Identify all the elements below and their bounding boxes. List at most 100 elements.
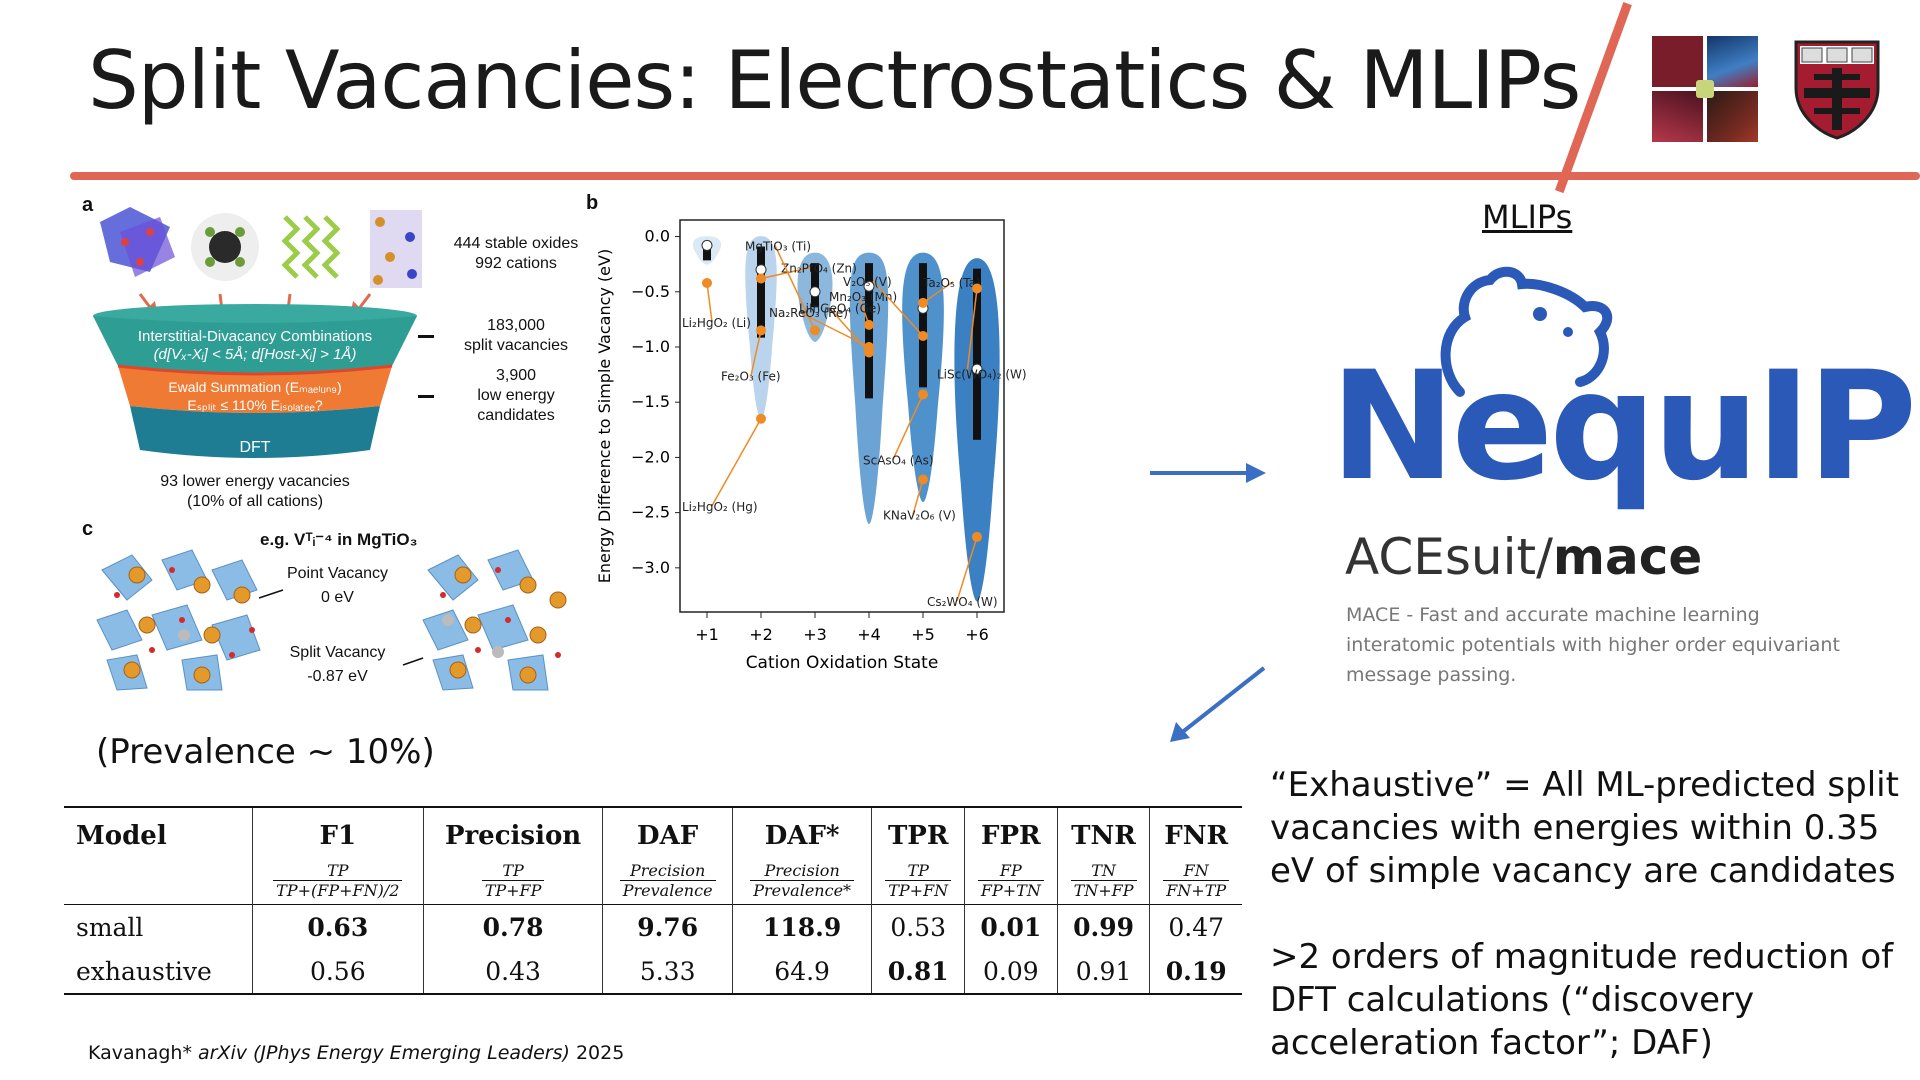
annotation-label: Fe₂O₃ (Fe) xyxy=(721,369,781,383)
screening-funnel xyxy=(93,304,417,458)
annotation-label: LiInGeO₄ (Ge) xyxy=(799,302,881,316)
row-small-model: small xyxy=(76,912,144,942)
formula-fpr-den: FP+TN xyxy=(980,880,1041,900)
y-axis-label: Energy Difference to Simple Vacancy (eV) xyxy=(596,249,614,583)
row-small-fpr: 0.01 xyxy=(964,904,1058,949)
formula-daf-star-num: Precision xyxy=(750,861,855,881)
title-divider xyxy=(70,172,1920,180)
point-vacancy-structure xyxy=(96,549,261,691)
annotation-label: ScAsO₄ (As) xyxy=(863,453,934,467)
formula-tpr-den: TP+FN xyxy=(888,880,949,900)
violin-box xyxy=(703,246,711,261)
harvard-shield-icon xyxy=(1794,40,1880,140)
formula-f1: TP TP+(FP+FN)/2 xyxy=(251,856,424,905)
mace-repo-title: ACEsuit/mace xyxy=(1345,528,1702,586)
point-vacancy-label: Point Vacancy 0 eV xyxy=(270,564,405,608)
mace-description: MACE - Fast and accurate machine learnin… xyxy=(1346,604,1840,686)
annotation-label: MgTiO₃ (Ti) xyxy=(745,239,811,253)
row-exhaustive-daf-star: 64.9 xyxy=(731,949,872,994)
point-vacancy-energy: 0 eV xyxy=(321,589,354,606)
slide-title: Split Vacancies: Electrostatics & MLIPs xyxy=(88,34,1581,127)
violin-box xyxy=(919,263,927,388)
row-small-daf-star: 118.9 xyxy=(731,904,872,949)
violin-box xyxy=(973,268,981,440)
candidates-count-line3: candidates xyxy=(477,407,555,424)
annotation-label: Ta₂O₅ (Ta) xyxy=(922,276,981,290)
annotation-label: Zn₂PtO₄ (Zn) xyxy=(781,262,857,276)
panel-c-label: c xyxy=(82,518,94,540)
panel-c-example: e.g. Vᵀᵢ⁻⁴ in MgTiO₃ xyxy=(260,530,418,549)
crystal-structure-icons xyxy=(100,207,422,288)
row-exhaustive-model: exhaustive xyxy=(76,956,212,986)
annotation-point xyxy=(918,389,928,400)
formula-fnr-num: FN xyxy=(1163,861,1230,881)
x-tick-label: +6 xyxy=(965,625,989,644)
panel-a-label: a xyxy=(82,194,94,216)
annotation-label: Li₂HgO₂ (Li) xyxy=(682,316,751,330)
oxides-count-line1: 444 stable oxides xyxy=(453,235,579,252)
formula-precision-den: TP+FP xyxy=(484,880,542,900)
candidates-count-line2: low energy xyxy=(477,387,555,404)
annotation-label: Mn₂O₃ (Mn) xyxy=(829,290,897,304)
formula-f1-den: TP+(FP+FN)/2 xyxy=(276,880,400,900)
y-tick-label: −2.0 xyxy=(631,447,670,466)
formula-tnr-num: TN xyxy=(1070,861,1137,881)
table-row: small 0.63 0.78 9.76 118.9 0.53 0.01 0.9… xyxy=(64,904,1242,949)
violin-median xyxy=(701,239,713,251)
y-tick-label: −3.0 xyxy=(631,558,670,577)
split-count-line2: split vacancies xyxy=(463,337,569,354)
violin-chart: 0.0 −0.5 −1.0 −1.5 −2.0 −2.5 −3.0 +1 +2 +3 +4 +5 +6 Z… xyxy=(596,219,1027,673)
annotation-leader xyxy=(956,536,978,602)
oxides-count-line2: 992 cations xyxy=(475,255,557,272)
lower-energy-line1: 93 lower energy vacancies xyxy=(160,473,350,490)
stage-2-criteria: Eₛₚₗᵢₜ ≤ 110% Eᵢₛₒₗₐₜₑₑ? xyxy=(187,397,323,413)
formula-fpr: FP FP+TN xyxy=(964,856,1058,905)
row-small-f1: 0.63 xyxy=(251,904,424,949)
mace-org: ACEsuit/ xyxy=(1345,528,1553,586)
formula-tnr-den: TN+FP xyxy=(1073,880,1134,900)
y-tick-label: −0.5 xyxy=(631,282,670,301)
violin-median xyxy=(809,286,821,298)
oxides-count: 444 stable oxides 992 cations xyxy=(436,234,596,274)
citation-author: Kavanagh* xyxy=(88,1042,198,1064)
row-small-fnr: 0.47 xyxy=(1149,904,1242,949)
results-table: Model F1 Precision DAF DAF* TPR FPR TNR … xyxy=(64,806,1242,995)
x-tick-label: +5 xyxy=(911,625,935,644)
row-exhaustive-daf: 5.33 xyxy=(602,949,733,994)
table-header-row: Model F1 Precision DAF DAF* TPR FPR TNR … xyxy=(64,807,1242,856)
header-f1: F1 xyxy=(251,807,424,856)
split-vacancy-energy: -0.87 eV xyxy=(307,668,368,685)
row-small-tpr: 0.53 xyxy=(871,904,965,949)
prevalence-note: (Prevalence ~ 10%) xyxy=(96,732,435,772)
nequip-logo: NequIP xyxy=(1330,340,1917,514)
annotation-label: Na₂ReO₃ (Re) xyxy=(769,306,848,320)
row-exhaustive-fnr: 0.19 xyxy=(1149,949,1242,994)
hippo-icon xyxy=(1440,266,1613,397)
stage-1-criteria: (d[Vₓ-Xᵢ] < 5Å; d[Host-Xᵢ] > 1Å) xyxy=(153,346,357,363)
annotation-label: LiSc(WO₄)₂ (W) xyxy=(937,367,1027,381)
header-tpr: TPR xyxy=(871,807,965,856)
annotation-label: KNaV₂O₆ (V) xyxy=(883,508,956,522)
formula-precision-num: TP xyxy=(481,861,545,881)
violin-median xyxy=(971,363,983,375)
annotation-leader xyxy=(760,266,812,280)
x-tick-label: +1 xyxy=(695,625,719,644)
row-small-daf: 9.76 xyxy=(602,904,733,949)
funnel-stage-2: Ewald Summation (Eₘₐₑₗᵤₙ₉) Eₛₚₗᵢₜ ≤ 110%… xyxy=(120,378,390,414)
stage-2-title: Ewald Summation (Eₘₐₑₗᵤₙ₉) xyxy=(168,379,342,395)
violin-box xyxy=(757,246,765,338)
x-tick-label: +2 xyxy=(749,625,773,644)
citation-journal: arXiv (JPhys Energy Emerging Leaders) xyxy=(197,1042,570,1064)
annotation-leader xyxy=(892,394,924,460)
x-axis-label: Cation Oxidation State xyxy=(746,653,939,673)
formula-tpr: TP TP+FN xyxy=(871,856,965,905)
institution-logo-grid xyxy=(1652,36,1758,142)
annotation-label: V₂O₅ (V) xyxy=(843,275,892,289)
formula-fpr-num: FP xyxy=(977,861,1044,881)
header-fnr: FNR xyxy=(1149,807,1242,856)
violin-box xyxy=(811,263,819,308)
y-tick-label: −2.5 xyxy=(631,503,670,522)
formula-fnr: FN FN+TP xyxy=(1149,856,1242,905)
formula-fnr-den: FN+TP xyxy=(1166,880,1227,900)
mace-repo: mace xyxy=(1552,528,1703,586)
